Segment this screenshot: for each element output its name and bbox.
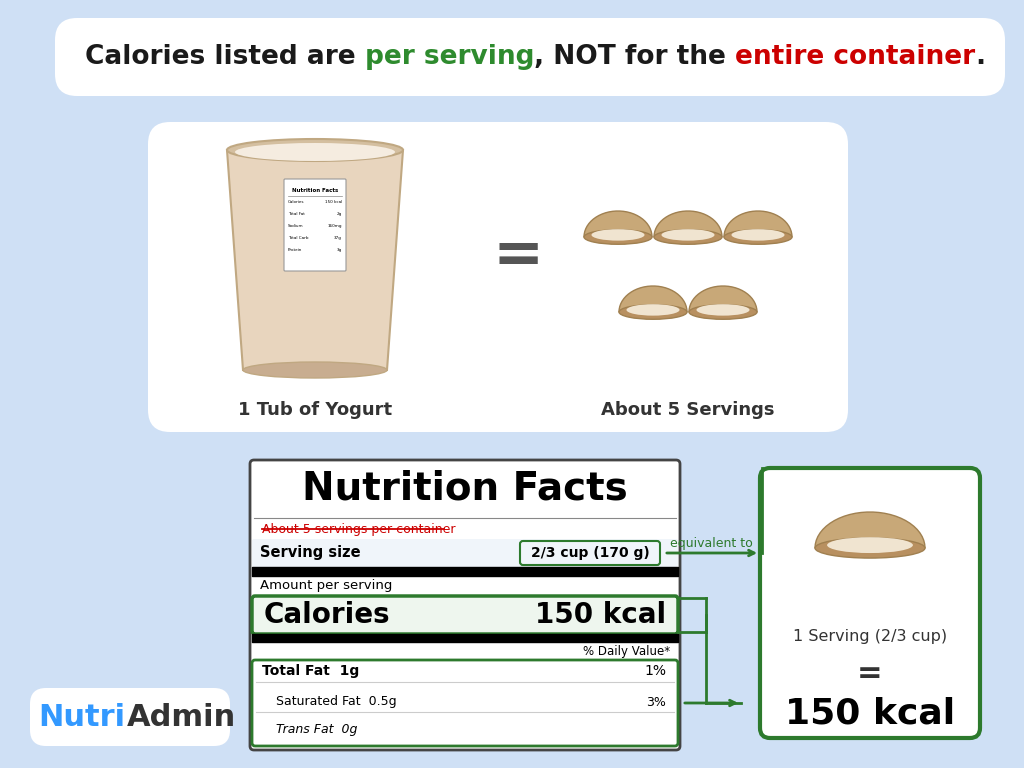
Text: 3%: 3% xyxy=(646,696,666,709)
FancyBboxPatch shape xyxy=(760,468,980,738)
Text: 37g: 37g xyxy=(334,236,342,240)
FancyBboxPatch shape xyxy=(520,541,660,565)
Text: Total Fat  1g: Total Fat 1g xyxy=(262,664,359,678)
Text: Saturated Fat  0.5g: Saturated Fat 0.5g xyxy=(276,696,396,709)
Text: Protein: Protein xyxy=(288,248,302,252)
Text: Trans Fat  0g: Trans Fat 0g xyxy=(276,723,357,736)
Ellipse shape xyxy=(234,143,395,161)
Polygon shape xyxy=(227,150,403,370)
Text: 160mg: 160mg xyxy=(328,224,342,228)
Text: Total Carb: Total Carb xyxy=(288,236,308,240)
Ellipse shape xyxy=(827,537,913,553)
Text: 1 Tub of Yogurt: 1 Tub of Yogurt xyxy=(238,401,392,419)
Text: equivalent to: equivalent to xyxy=(670,537,753,549)
Ellipse shape xyxy=(584,230,652,244)
Text: Serving size: Serving size xyxy=(260,545,360,561)
Ellipse shape xyxy=(689,305,757,319)
Text: Sodium: Sodium xyxy=(288,224,304,228)
Polygon shape xyxy=(724,211,792,237)
FancyBboxPatch shape xyxy=(55,18,1005,96)
Polygon shape xyxy=(584,211,652,237)
Text: , NOT for the: , NOT for the xyxy=(535,44,735,70)
Text: Nutrition Facts: Nutrition Facts xyxy=(292,188,338,193)
FancyBboxPatch shape xyxy=(250,460,680,750)
FancyBboxPatch shape xyxy=(148,122,848,432)
Text: Nutrition Facts: Nutrition Facts xyxy=(302,470,628,508)
Text: About 5 Servings: About 5 Servings xyxy=(601,401,775,419)
Text: 150 kcal: 150 kcal xyxy=(535,601,666,629)
FancyBboxPatch shape xyxy=(30,688,230,746)
Text: 1%: 1% xyxy=(644,664,666,678)
Ellipse shape xyxy=(654,230,722,244)
Text: Calories: Calories xyxy=(288,200,304,204)
Ellipse shape xyxy=(696,304,750,316)
Text: Amount per serving: Amount per serving xyxy=(260,580,392,592)
Ellipse shape xyxy=(627,304,680,316)
Polygon shape xyxy=(689,286,757,312)
Ellipse shape xyxy=(227,139,403,161)
Text: .: . xyxy=(976,44,985,70)
Text: =: = xyxy=(857,658,883,687)
Ellipse shape xyxy=(731,229,784,240)
Text: =: = xyxy=(493,227,544,286)
Ellipse shape xyxy=(724,230,792,244)
Ellipse shape xyxy=(662,229,715,240)
Polygon shape xyxy=(654,211,722,237)
Polygon shape xyxy=(815,512,925,548)
Ellipse shape xyxy=(618,305,687,319)
Text: entire container: entire container xyxy=(735,44,976,70)
Ellipse shape xyxy=(815,538,925,558)
Text: About 5 servings per container: About 5 servings per container xyxy=(262,522,456,535)
Text: Admin: Admin xyxy=(127,703,237,731)
Text: Calories listed are: Calories listed are xyxy=(85,44,365,70)
Text: Calories: Calories xyxy=(264,601,390,629)
FancyBboxPatch shape xyxy=(252,660,678,746)
Text: per serving: per serving xyxy=(365,44,535,70)
FancyBboxPatch shape xyxy=(252,596,678,634)
Text: 2/3 cup (170 g): 2/3 cup (170 g) xyxy=(530,546,649,560)
FancyBboxPatch shape xyxy=(284,179,346,271)
Text: 1 Serving (2/3 cup): 1 Serving (2/3 cup) xyxy=(793,628,947,644)
Text: 150 kcal: 150 kcal xyxy=(785,696,955,730)
Text: 2g: 2g xyxy=(337,212,342,216)
Ellipse shape xyxy=(592,229,644,240)
Text: Nutri: Nutri xyxy=(38,703,125,731)
Polygon shape xyxy=(618,286,687,312)
Ellipse shape xyxy=(243,362,387,378)
Text: 3g: 3g xyxy=(337,248,342,252)
Text: % Daily Value*: % Daily Value* xyxy=(583,644,670,657)
Text: Total Fat: Total Fat xyxy=(288,212,305,216)
Text: 150 kcal: 150 kcal xyxy=(325,200,342,204)
FancyBboxPatch shape xyxy=(252,539,678,567)
